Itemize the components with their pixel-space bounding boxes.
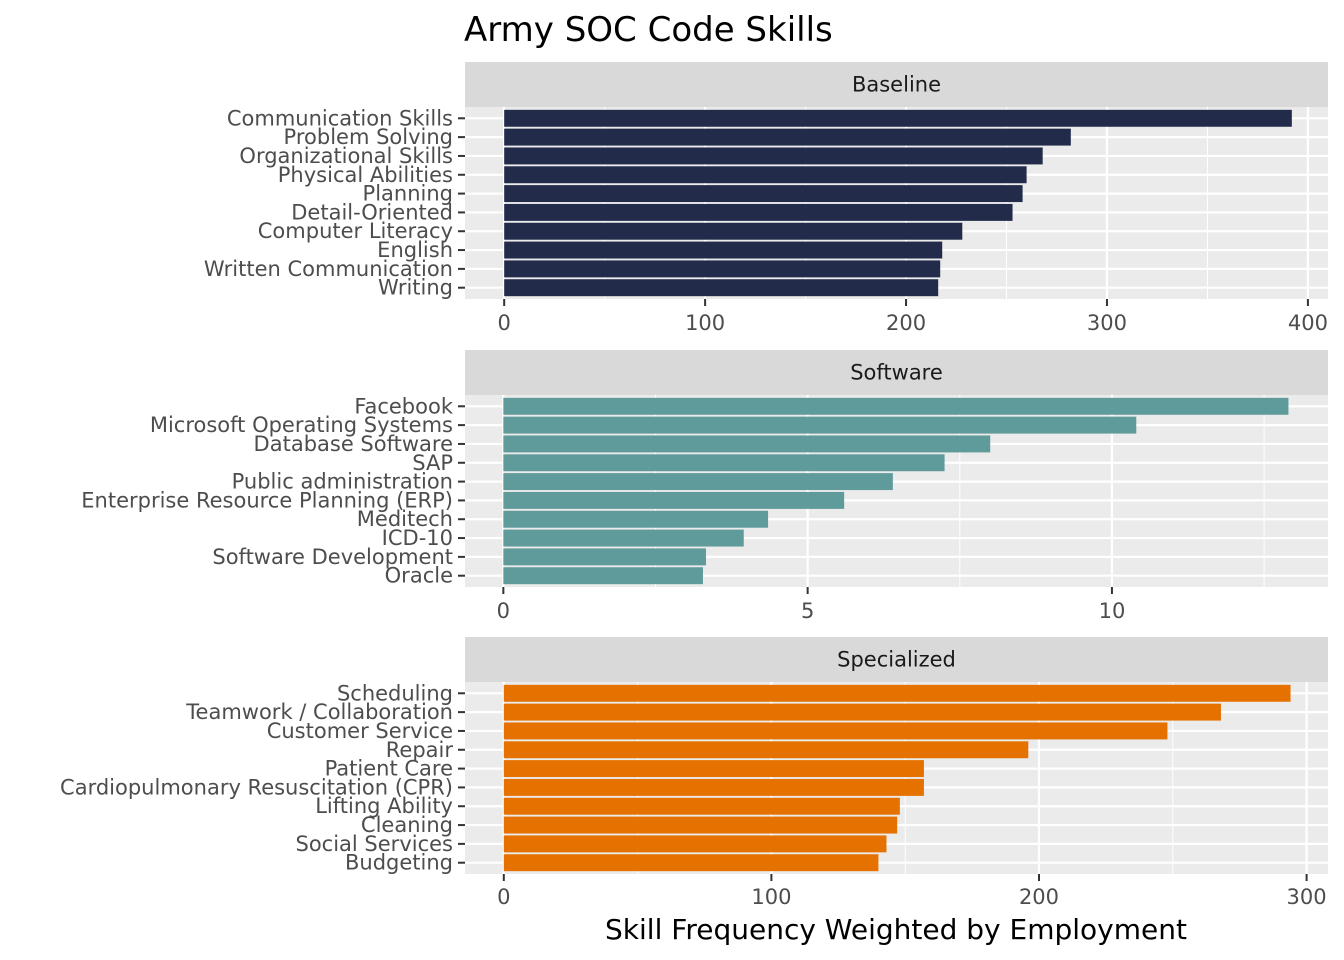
x-tick-label: 200 [1019,885,1059,909]
y-tick-label: Repair [386,738,454,762]
y-tick-label: Budgeting [345,851,453,875]
bar [504,260,941,278]
bar [503,491,845,509]
bar [503,797,900,815]
bar [503,435,991,453]
bar [503,854,879,872]
bar [503,416,1137,434]
y-tick-label: Computer Literacy [258,219,453,243]
y-tick-label: Scheduling [337,681,453,705]
bar [504,109,1292,127]
bar [504,279,939,297]
x-tick-label: 300 [1087,311,1127,335]
y-tick-label: Cleaning [361,813,453,837]
y-tick-label: Lifting Ability [315,794,453,818]
bar [503,722,1168,740]
y-tick-label: Database Software [254,432,453,456]
y-tick-label: Detail-Oriented [291,200,453,224]
y-tick-label: Patient Care [325,757,453,781]
bar [504,166,1027,184]
y-tick-label: Social Services [296,832,454,856]
bar [503,473,893,491]
facet-strip-label: Software [850,361,943,385]
bar [503,684,1291,702]
y-tick-label: Writing [378,276,453,300]
bar [503,741,1029,759]
bar [503,778,924,796]
bar [503,703,1221,721]
y-tick-label: Communication Skills [227,106,453,130]
bar [503,548,707,566]
y-tick-label: Meditech [357,507,453,531]
y-tick-label: Customer Service [267,719,453,743]
y-tick-label: Enterprise Resource Planning (ERP) [81,488,453,512]
chart-title: Army SOC Code Skills [464,10,833,50]
bar [503,816,898,834]
bar [503,835,887,853]
bar [504,147,1043,165]
y-tick-label: ICD-10 [382,526,453,550]
x-tick-label: 10 [1099,599,1126,623]
y-tick-label: Microsoft Operating Systems [150,413,453,437]
x-tick-label: 0 [497,311,510,335]
y-tick-label: Problem Solving [284,125,453,149]
x-tick-label: 0 [497,599,510,623]
x-tick-label: 200 [886,311,926,335]
y-tick-label: SAP [412,451,453,475]
x-tick-label: 400 [1288,311,1328,335]
x-tick-label: 100 [751,885,791,909]
y-tick-label: Public administration [232,470,453,494]
bar [503,567,703,585]
facet-strip [465,350,1328,395]
x-tick-label: 5 [801,599,814,623]
bar [504,222,963,240]
bar [503,397,1289,415]
y-tick-label: Organizational Skills [239,144,453,168]
facet-strip [465,637,1328,682]
bar [504,185,1023,203]
x-axis-label: Skill Frequency Weighted by Employment [605,913,1187,946]
y-tick-label: Oracle [385,564,453,588]
y-tick-label: Written Communication [204,257,453,281]
y-tick-label: Cardiopulmonary Resuscitation (CPR) [60,775,453,799]
y-tick-label: Software Development [212,545,453,569]
bar [503,529,744,547]
bar [503,760,924,778]
bar [504,128,1071,146]
bar [503,510,769,528]
y-tick-label: Facebook [354,394,454,418]
bar [504,241,943,259]
bar [503,454,945,472]
x-tick-label: 0 [497,885,510,909]
y-tick-label: Physical Abilities [278,163,453,187]
facet-strip-label: Baseline [852,73,941,97]
x-tick-label: 300 [1287,885,1327,909]
y-tick-label: Teamwork / Collaboration [185,700,453,724]
y-tick-label: Planning [363,182,453,206]
facet-strip-label: Specialized [837,648,956,672]
x-tick-label: 100 [685,311,725,335]
facet-strip [465,62,1328,107]
bar [504,203,1013,221]
y-tick-label: English [377,238,453,262]
